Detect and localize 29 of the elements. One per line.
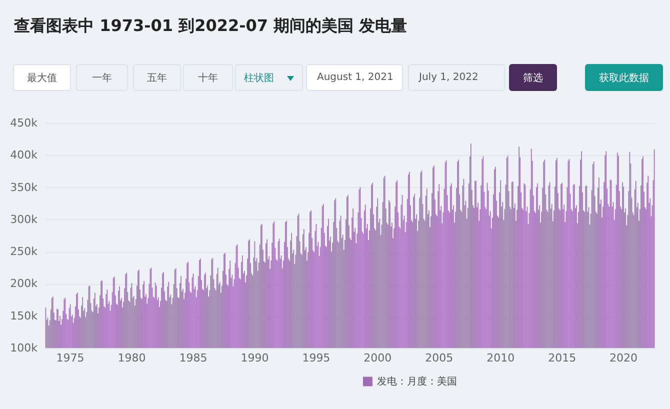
- x-tick-label: 1995: [302, 352, 330, 364]
- text: July 1, 2022: [419, 72, 478, 83]
- y-tick-label: 100k: [10, 342, 38, 354]
- x-tick-label: 2015: [548, 352, 576, 364]
- x-tick-label: 2020: [610, 352, 638, 364]
- x-tick-label: 2005: [425, 352, 454, 364]
- x-tick-label: 2000: [364, 352, 392, 364]
- x-tick-label: 1985: [179, 352, 208, 364]
- legend-label: 发电：月度：美国: [377, 376, 458, 388]
- x-tick-label: 1990: [240, 352, 269, 364]
- text: 柱状图: [244, 72, 274, 84]
- text: 最大值: [27, 72, 57, 84]
- text: 获取此数据: [599, 72, 649, 84]
- text: 五年: [147, 72, 167, 84]
- y-tick-label: 250k: [10, 245, 38, 258]
- text: 一年: [92, 72, 112, 84]
- chart-title: 查看图表中 1973-01 到2022-07 期间的美国 发电量: [14, 16, 408, 37]
- x-tick-label: 1980: [118, 352, 146, 364]
- y-tick-label: 400k: [10, 148, 38, 162]
- x-tick-label: 1975: [56, 352, 84, 364]
- y-tick-label: 300k: [10, 212, 38, 226]
- y-tick-label: 200k: [10, 277, 38, 290]
- y-tick-label: 450k: [10, 116, 38, 130]
- x-tick-label: 2010: [486, 352, 515, 364]
- text: 十年: [198, 72, 218, 84]
- y-tick-label: 150k: [10, 309, 38, 322]
- y-tick-label: 350k: [10, 180, 38, 194]
- text: 筛选: [523, 72, 543, 84]
- text: August 1, 2021: [317, 72, 394, 83]
